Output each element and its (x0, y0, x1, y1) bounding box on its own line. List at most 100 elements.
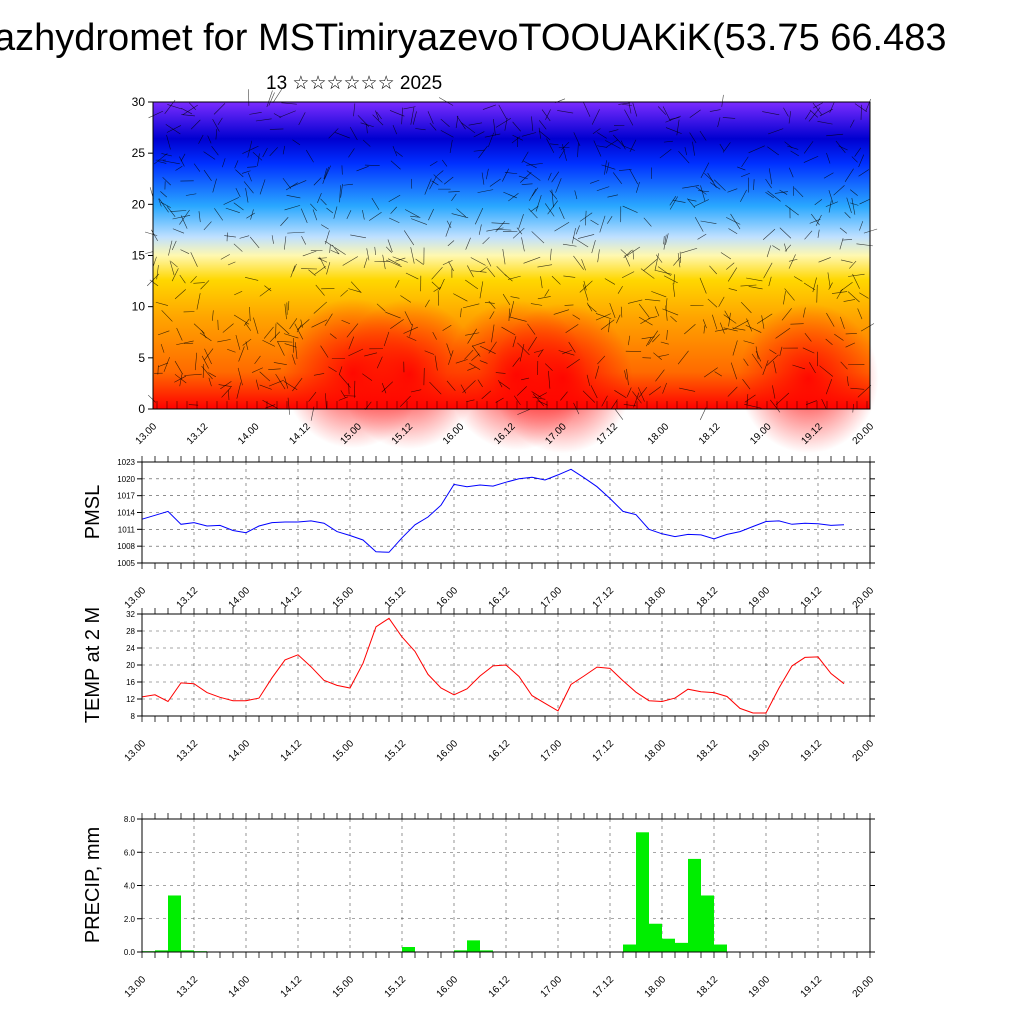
x-tick-label: 16.12 (487, 585, 513, 611)
wind-barb (204, 348, 212, 365)
wind-barb (626, 368, 629, 386)
wind-barb (809, 218, 821, 224)
wind-barb (253, 317, 259, 334)
wind-barb (518, 214, 524, 230)
x-tick-label: 13.12 (175, 974, 201, 1000)
wind-barb (513, 395, 521, 405)
wind-barb (521, 237, 525, 252)
wind-barb (158, 161, 167, 164)
wind-barb (284, 236, 287, 250)
wind-barb (558, 350, 575, 356)
wind-barb (818, 257, 831, 263)
wind-barb (247, 140, 253, 158)
wind-barb (657, 106, 667, 115)
wind-barb (381, 381, 394, 393)
y-axis-label: PMSL (82, 485, 104, 539)
wind-barb (565, 324, 579, 334)
wind-barb (783, 107, 789, 117)
wind-barb (332, 244, 340, 255)
wind-barb (478, 224, 482, 235)
wind-barb (549, 190, 558, 200)
wind-barb (517, 342, 530, 356)
wind-barb (179, 274, 186, 284)
wind-barb (516, 227, 523, 235)
wind-barb (666, 329, 668, 340)
wind-barb (654, 306, 660, 317)
wind-barb (464, 349, 474, 360)
precip-bar (181, 950, 194, 952)
precip-bar (480, 950, 493, 952)
wind-barb (184, 373, 202, 376)
wind-barb (545, 109, 551, 120)
wind-barb (198, 134, 204, 144)
wind-barb (395, 279, 400, 288)
wind-barb (460, 308, 462, 318)
wind-barb (214, 208, 224, 221)
wind-barb (783, 291, 786, 305)
wind-barb (850, 202, 859, 206)
wind-barb (802, 307, 806, 318)
wind-barb (504, 117, 508, 131)
x-tick-label: 18.12 (695, 974, 721, 1000)
wind-barb (255, 379, 259, 390)
wind-barb (560, 391, 568, 401)
wind-barb (346, 323, 359, 338)
wind-barb (512, 357, 520, 367)
wind-barb (551, 171, 560, 183)
wind-barb (828, 190, 834, 204)
wind-barb (662, 308, 679, 316)
wind-barb (762, 111, 780, 116)
wind-barb (208, 377, 212, 387)
wind-barb (200, 280, 210, 290)
wind-barb (835, 140, 846, 154)
wind-barb (406, 336, 417, 341)
wind-barb (827, 272, 831, 288)
wind-barb (533, 350, 543, 353)
wind-barb (424, 299, 430, 308)
wind-barb (767, 146, 779, 156)
wind-barb (577, 143, 579, 158)
wind-barb (498, 379, 503, 388)
wind-barb (348, 336, 355, 350)
wind-barb (403, 326, 419, 334)
wind-barb (792, 364, 806, 370)
wind-barb (429, 175, 437, 190)
wind-barb (658, 354, 670, 357)
wind-barb (291, 354, 296, 365)
wind-barb (222, 158, 226, 168)
wind-barb (774, 191, 788, 194)
wind-barb (784, 288, 795, 301)
y-tick-label: 12 (126, 695, 135, 704)
wind-barb (727, 188, 738, 193)
wind-barb (244, 277, 259, 281)
wind-barb (339, 185, 341, 203)
wind-barb (573, 402, 580, 415)
wind-barb (831, 291, 848, 294)
wind-barb (400, 395, 411, 407)
wind-barb (839, 282, 853, 292)
wind-barb (805, 400, 817, 405)
wind-barb (743, 340, 755, 345)
wind-barb (508, 308, 510, 322)
wind-barb (620, 306, 623, 318)
wind-barb (606, 162, 610, 174)
wind-barb (172, 214, 191, 220)
wind-barb (289, 318, 298, 330)
wind-barb (147, 394, 156, 403)
wind-barb (643, 259, 658, 272)
wind-barb (653, 352, 662, 360)
wind-barb (624, 255, 631, 267)
wind-barb (176, 340, 194, 346)
wind-barb (465, 332, 480, 336)
x-tick-label: 16.00 (435, 738, 461, 764)
wind-barb (273, 362, 287, 366)
wind-barb (174, 375, 187, 383)
x-tick-label: 14.12 (279, 974, 305, 1000)
x-tick-label: 19.12 (799, 738, 825, 764)
wind-barb (289, 180, 307, 188)
wind-barb (247, 166, 257, 168)
wind-barb (622, 205, 638, 213)
wind-barb (482, 237, 490, 245)
x-tick-label: 16.12 (487, 974, 513, 1000)
wind-barb (259, 179, 266, 195)
